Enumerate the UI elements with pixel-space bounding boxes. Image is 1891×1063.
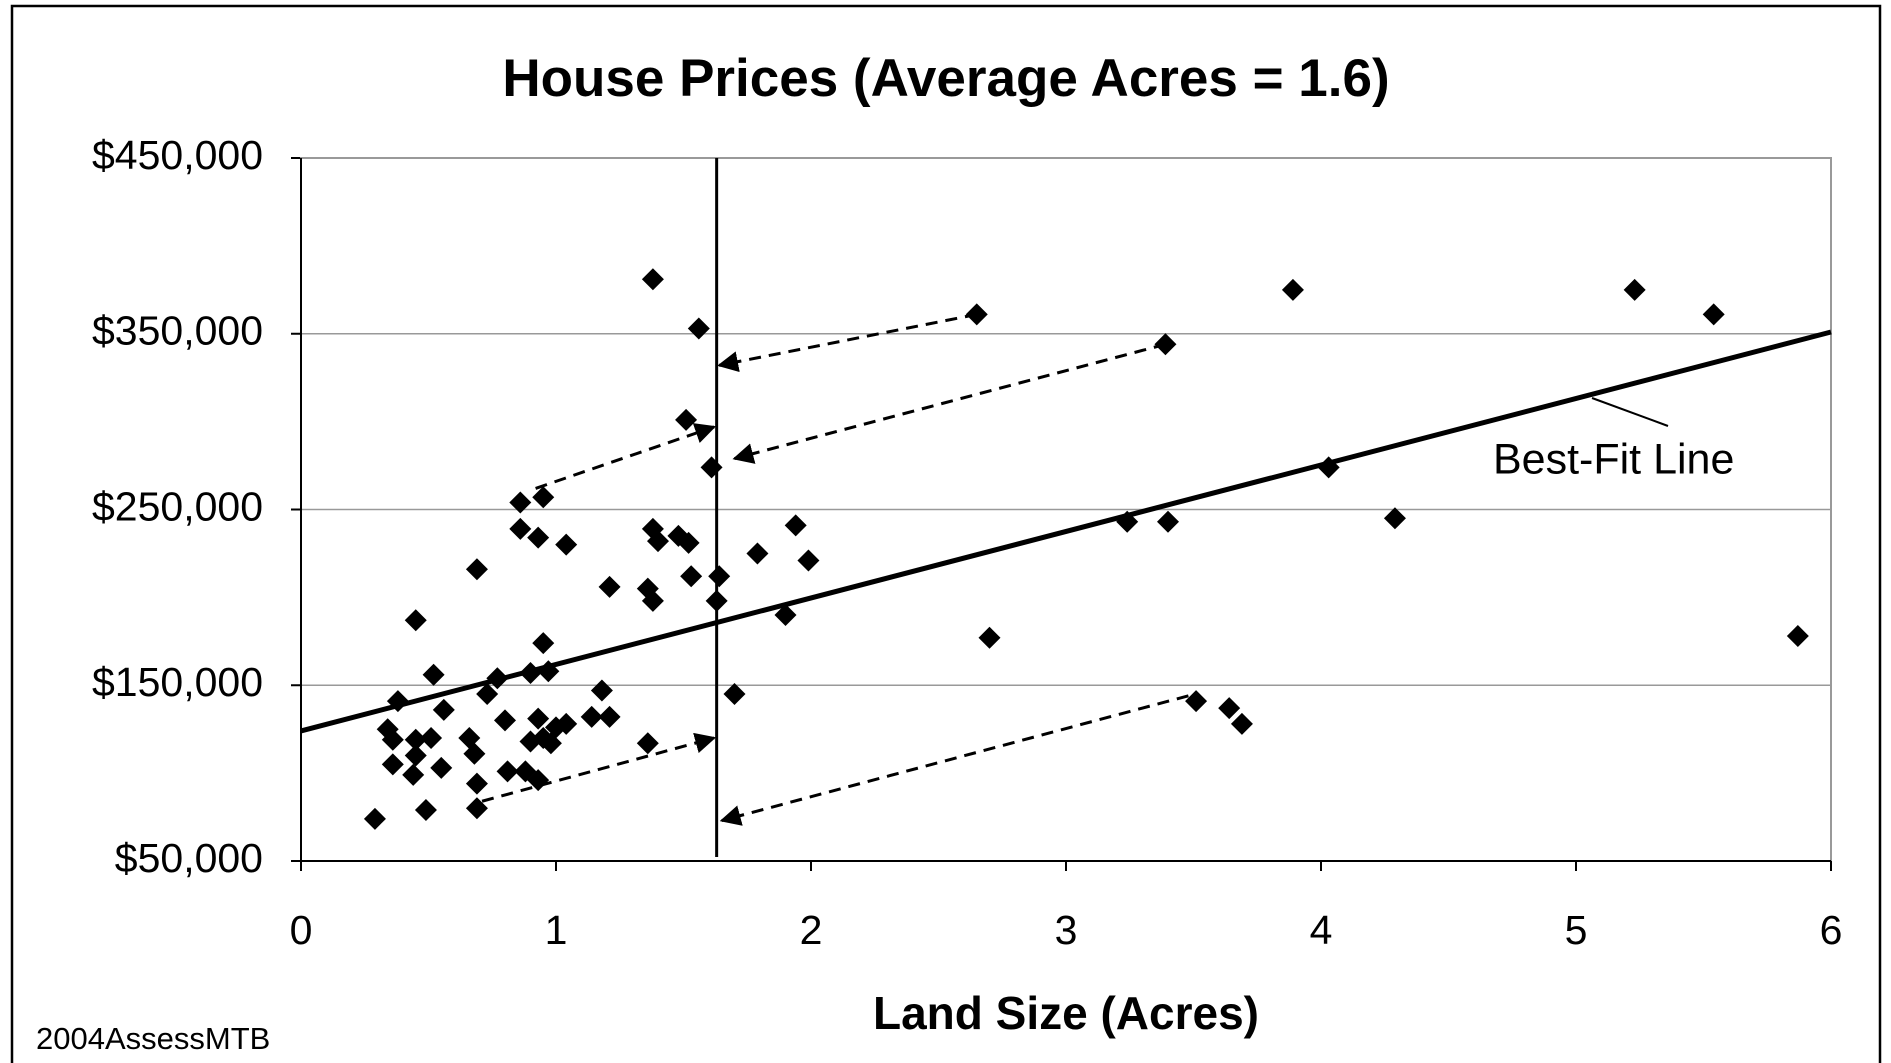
data-point — [381, 728, 404, 751]
data-point — [527, 526, 550, 549]
data-point — [590, 679, 613, 702]
data-point — [532, 632, 555, 655]
x-tick-label: 6 — [1820, 907, 1843, 953]
adjustment-arrow — [719, 694, 1189, 826]
x-tick-label: 1 — [545, 907, 568, 953]
x-tick-label: 3 — [1055, 907, 1078, 953]
data-point — [1218, 697, 1241, 720]
data-point — [797, 549, 820, 572]
data-point — [774, 603, 797, 626]
data-point — [636, 732, 659, 755]
adjustment-arrow — [535, 423, 717, 490]
data-point — [746, 542, 769, 565]
data-point — [1623, 278, 1646, 301]
data-point — [555, 712, 578, 735]
adjustment-arrow — [481, 732, 717, 803]
data-point — [465, 772, 488, 795]
data-point — [580, 705, 603, 728]
data-point — [1281, 278, 1304, 301]
data-point — [1702, 303, 1725, 326]
data-point — [476, 683, 499, 706]
data-point — [675, 408, 698, 431]
data-point — [496, 760, 519, 783]
data-point — [432, 698, 455, 721]
data-point — [404, 728, 427, 751]
source-note: 2004AssessMTB — [36, 1021, 270, 1056]
best-fit-line — [300, 329, 1832, 734]
data-point — [708, 565, 731, 588]
chart-title: House Prices (Average Acres = 1.6) — [502, 49, 1389, 108]
data-point — [422, 663, 445, 686]
data-point — [677, 531, 700, 554]
best-fit-leader — [1591, 397, 1669, 427]
x-tick-label: 2 — [800, 907, 823, 953]
data-point — [527, 707, 550, 730]
data-point — [1383, 507, 1406, 530]
chart-border — [10, 4, 1882, 1063]
data-point — [402, 763, 425, 786]
data-point — [465, 558, 488, 581]
x-tick-label: 0 — [290, 907, 313, 953]
data-point — [598, 575, 621, 598]
data-point — [430, 756, 453, 779]
data-point — [680, 565, 703, 588]
data-point — [555, 533, 578, 556]
x-tick-label: 5 — [1565, 907, 1588, 953]
data-point — [509, 517, 532, 540]
data-point — [641, 589, 664, 612]
data-point — [363, 807, 386, 830]
data-point — [1786, 625, 1809, 648]
data-point — [494, 709, 516, 732]
data-point — [598, 705, 621, 728]
data-point — [404, 609, 427, 632]
data-point — [465, 797, 488, 820]
y-tick-label: $150,000 — [92, 659, 263, 705]
data-point — [463, 742, 486, 765]
best-fit-label: Best-Fit Line — [1493, 435, 1734, 483]
data-point — [687, 317, 710, 340]
data-point — [1185, 690, 1208, 713]
data-point — [1230, 712, 1253, 735]
y-tick-label: $450,000 — [92, 132, 263, 178]
data-point — [700, 456, 723, 479]
data-point — [404, 744, 427, 767]
data-point — [381, 753, 404, 776]
adjustment-arrow — [732, 342, 1166, 464]
data-point — [532, 486, 555, 509]
data-point — [509, 491, 532, 514]
y-tick-label: $350,000 — [92, 308, 263, 354]
x-axis-label: Land Size (Acres) — [873, 987, 1259, 1039]
data-point — [420, 726, 443, 749]
x-tick-label: 4 — [1310, 907, 1333, 953]
y-tick-label: $250,000 — [92, 483, 263, 529]
data-point — [784, 514, 807, 537]
data-point — [1157, 510, 1179, 533]
data-point — [978, 626, 1001, 649]
data-point — [641, 268, 664, 291]
adjustment-arrow — [717, 312, 978, 373]
data-point — [647, 530, 669, 553]
data-point — [414, 799, 437, 822]
y-tick-label: $50,000 — [115, 835, 263, 881]
data-point — [723, 683, 746, 706]
